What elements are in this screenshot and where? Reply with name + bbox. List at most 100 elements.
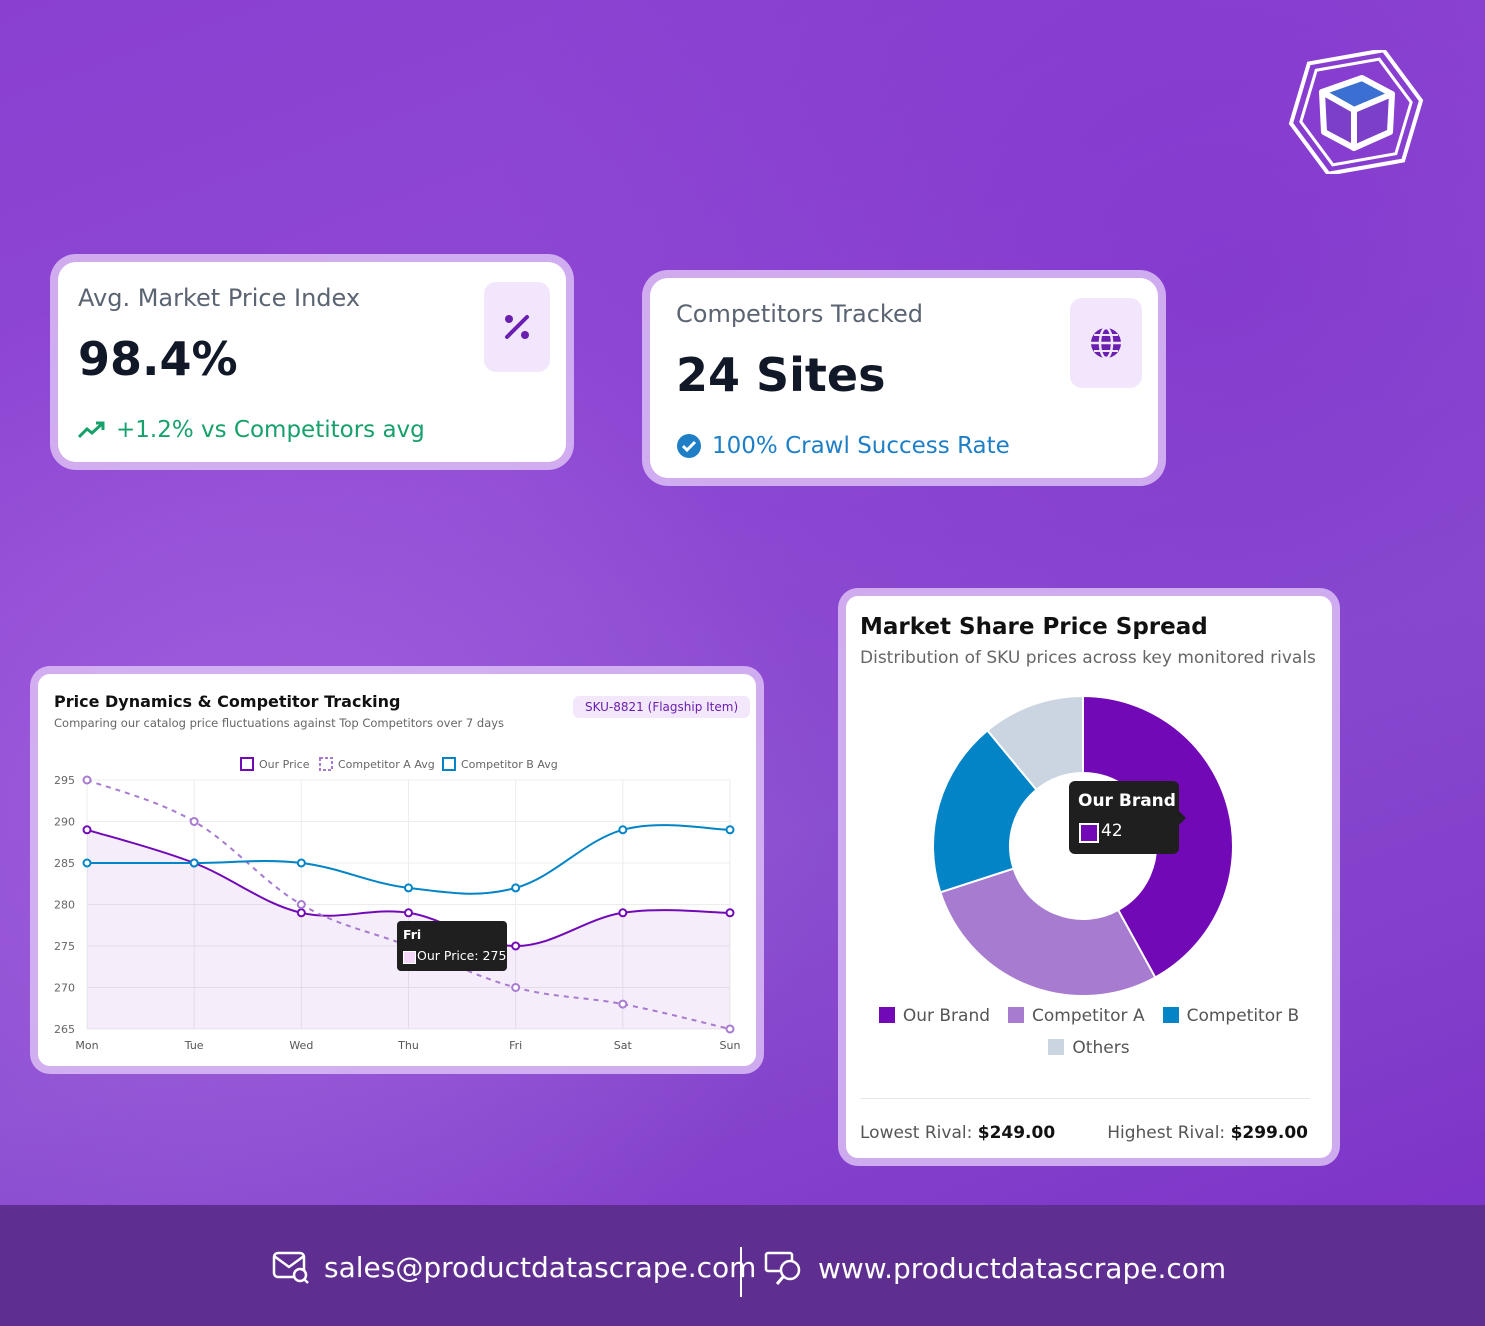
data-point[interactable] <box>404 883 413 893</box>
footer-divider <box>740 1247 742 1297</box>
data-point[interactable] <box>511 983 521 992</box>
kpi-icon-box <box>484 282 550 372</box>
lowest-rival-label: Lowest Rival: <box>860 1123 973 1143</box>
data-point[interactable] <box>725 825 735 835</box>
tooltip-value: 42 <box>1101 821 1123 841</box>
legend-row: Others <box>846 1038 1332 1058</box>
percent-icon <box>505 315 529 339</box>
legend-swatch <box>240 757 254 771</box>
email-search-icon <box>272 1251 309 1284</box>
lowest-rival-value: $249.00 <box>977 1123 1056 1143</box>
y-tick-label: 275 <box>54 940 75 953</box>
logo-cube-icon <box>1288 50 1424 174</box>
x-tick-label: Thu <box>397 1039 419 1052</box>
tooltip-title: Fri <box>403 927 422 942</box>
check-circle-icon <box>677 434 701 458</box>
legend-swatch <box>878 1007 895 1023</box>
donut-slice-1[interactable] <box>939 867 1157 997</box>
highest-rival-value: $299.00 <box>1230 1123 1308 1143</box>
lowest-rival: Lowest Rival: $249.00 <box>860 1123 1055 1143</box>
legend-row: Our Brand Competitor A Competitor B <box>846 1006 1332 1026</box>
footer-email[interactable]: sales@productdatascrape.com <box>272 1250 756 1284</box>
legend-item[interactable]: Our Price <box>240 757 310 771</box>
x-tick-label: Sat <box>614 1039 633 1052</box>
legend-item[interactable]: Competitor A Avg <box>319 757 435 771</box>
highest-rival-label: Highest Rival: <box>1107 1123 1226 1143</box>
footer-website-text[interactable]: www.productdatascrape.com <box>818 1251 1227 1285</box>
legend-label: Competitor A Avg <box>338 758 435 771</box>
legend-item[interactable]: Our Brand <box>878 1006 991 1026</box>
kpi-trend-text: +1.2% vs Competitors avg <box>116 417 425 443</box>
data-point[interactable] <box>511 941 521 951</box>
kpi-value: 98.4% <box>78 332 238 386</box>
legend-item[interactable]: Competitor B Avg <box>442 757 558 771</box>
footer-email-text[interactable]: sales@productdatascrape.com <box>324 1250 757 1284</box>
pie-legend: Our Brand Competitor A Competitor B Others <box>846 1006 1332 1070</box>
x-tick-label: Sun <box>720 1039 741 1052</box>
data-point[interactable] <box>189 858 199 868</box>
x-tick-label: Mon <box>75 1039 98 1052</box>
chart-title: Price Dynamics & Competitor Tracking <box>54 692 401 711</box>
legend-swatch <box>442 757 456 771</box>
tooltip-swatch <box>403 951 416 964</box>
data-point[interactable] <box>725 1024 735 1034</box>
x-tick-label: Tue <box>184 1039 204 1052</box>
y-tick-label: 280 <box>54 899 75 912</box>
x-tick-label: Wed <box>289 1039 313 1052</box>
chart-title: Market Share Price Spread <box>860 614 1208 640</box>
footer-website[interactable]: www.productdatascrape.com <box>764 1250 1226 1286</box>
data-point[interactable] <box>725 908 735 918</box>
data-point[interactable] <box>296 900 306 909</box>
tooltip-caret <box>1179 811 1186 825</box>
legend-swatch <box>319 757 333 771</box>
kpi-value: 24 Sites <box>676 348 886 402</box>
x-tick-label: Fri <box>509 1039 522 1052</box>
y-tick-label: 295 <box>54 774 75 787</box>
y-tick-label: 270 <box>54 982 75 995</box>
chart-subtitle: Comparing our catalog price fluctuations… <box>54 716 505 730</box>
sku-badge[interactable]: SKU-8821 (Flagship Item) <box>573 696 751 718</box>
data-point[interactable] <box>189 817 199 826</box>
legend-item[interactable]: Competitor B <box>1162 1006 1300 1026</box>
kpi-trend: +1.2% vs Competitors avg <box>78 417 425 443</box>
data-point[interactable] <box>618 999 628 1009</box>
data-point[interactable] <box>404 908 413 918</box>
price-dynamics-card: Price Dynamics & Competitor Tracking Com… <box>38 674 756 1066</box>
legend-swatch <box>1162 1007 1179 1023</box>
chart-subtitle: Distribution of SKU prices across key mo… <box>860 648 1316 668</box>
tooltip-title: Our Brand <box>1078 791 1176 811</box>
donut-slice-2[interactable] <box>932 729 1038 894</box>
data-point[interactable] <box>82 775 92 785</box>
data-point[interactable] <box>82 858 92 868</box>
kpi-icon-box <box>1070 298 1142 388</box>
kpi-card-competitors: Competitors Tracked 24 Sites 100% Crawl … <box>650 278 1158 478</box>
kpi-status-text: 100% Crawl Success Rate <box>712 433 1010 459</box>
data-point[interactable] <box>618 908 628 918</box>
data-point[interactable] <box>82 825 92 835</box>
data-point[interactable] <box>296 908 306 918</box>
legend-item[interactable]: Others <box>1048 1038 1130 1058</box>
legend-swatch <box>1008 1007 1025 1023</box>
kpi-label: Competitors Tracked <box>676 300 923 328</box>
legend-label: Competitor B <box>1186 1006 1300 1026</box>
kpi-card-price-index: Avg. Market Price Index 98.4% +1.2% vs C… <box>58 262 566 462</box>
legend-label: Our Price <box>259 758 310 771</box>
legend-label: Competitor A <box>1032 1006 1145 1026</box>
legend-item[interactable]: Competitor A <box>1008 1006 1145 1026</box>
tooltip-swatch <box>1079 823 1099 843</box>
legend-label: Our Brand <box>902 1006 991 1026</box>
divider <box>860 1098 1310 1099</box>
kpi-label: Avg. Market Price Index <box>78 284 361 312</box>
data-point[interactable] <box>511 883 521 893</box>
legend-label: Others <box>1072 1038 1130 1058</box>
data-point[interactable] <box>618 825 628 835</box>
legend-swatch <box>1048 1039 1065 1055</box>
legend-label: Competitor B Avg <box>461 758 558 771</box>
donut-chart <box>932 694 1234 997</box>
y-tick-label: 265 <box>54 1023 75 1036</box>
donut-slice-3[interactable] <box>985 694 1084 792</box>
trend-up-icon <box>78 421 105 439</box>
line-tooltip: Fri Our Price: 275 <box>397 921 507 971</box>
data-point[interactable] <box>296 858 306 868</box>
